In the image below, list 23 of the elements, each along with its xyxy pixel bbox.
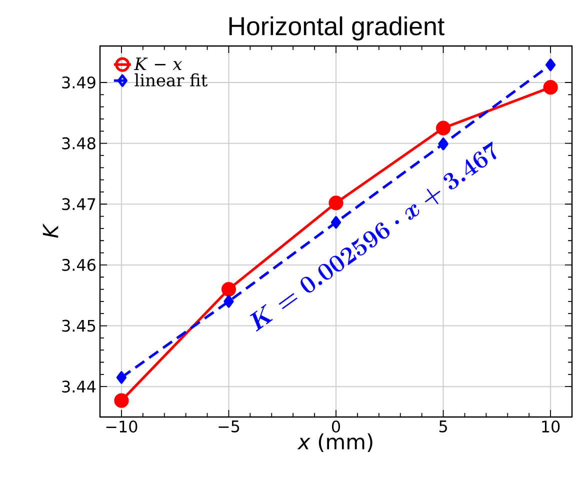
point xyxy=(545,58,556,72)
legend-label: linear fit xyxy=(134,73,208,87)
x-tick-label: −10 xyxy=(106,420,138,433)
x-axis-title: x (mm) xyxy=(297,433,372,452)
point xyxy=(221,282,236,297)
point xyxy=(116,371,127,384)
x-tick-label: 0 xyxy=(332,420,340,433)
chart-title: Horizontal gradient xyxy=(229,16,444,40)
x-tick-label: −5 xyxy=(218,420,240,432)
point xyxy=(543,80,558,95)
y-axis-title: K xyxy=(42,223,58,238)
y-tick-label: 3.46 xyxy=(62,258,96,271)
x-tick-label: 10 xyxy=(542,420,560,433)
legend-label: K − x xyxy=(134,58,182,70)
point xyxy=(436,120,451,136)
y-tick-label: 3.45 xyxy=(62,320,96,332)
y-tick-label: 3.49 xyxy=(62,76,96,89)
point xyxy=(114,393,129,408)
y-tick-label: 3.44 xyxy=(62,380,96,393)
point xyxy=(224,295,234,308)
x-tick-label: 5 xyxy=(439,420,447,432)
y-tick-label: 3.47 xyxy=(62,198,96,210)
y-tick-label: 3.48 xyxy=(62,137,96,150)
